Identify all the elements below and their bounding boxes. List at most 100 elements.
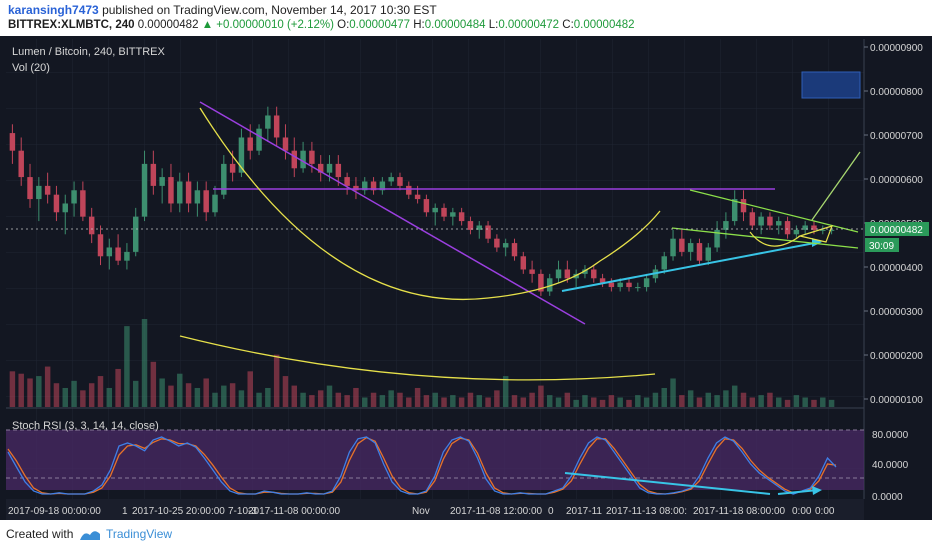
volume-bar: [353, 387, 359, 407]
candle-body: [212, 194, 218, 213]
volume-bar: [265, 387, 271, 407]
volume-bar: [714, 395, 720, 407]
candle-body: [9, 133, 16, 151]
volume-bar: [467, 392, 474, 407]
candle-body: [423, 199, 430, 213]
volume-bar: [203, 378, 209, 407]
volume-bar: [740, 392, 747, 407]
candle-body: [229, 163, 236, 173]
candle-body: [362, 181, 368, 191]
stoch-axis[interactable]: 80.0000 40.0000 0.0000: [872, 430, 909, 503]
volume-bar: [221, 385, 227, 407]
time-axis[interactable]: [6, 499, 864, 520]
volume-bar: [282, 376, 289, 407]
candle-body: [273, 115, 280, 138]
candle-body: [388, 177, 394, 182]
high-label: H:: [413, 19, 425, 31]
candle-body: [679, 238, 685, 252]
time-tick-label: 2017-11-08 12:00:00: [450, 506, 543, 517]
volume-bar: [687, 390, 694, 407]
candle-body: [591, 269, 597, 279]
candle-body: [141, 163, 148, 217]
candle-body: [441, 207, 447, 217]
symbol-label: BITTREX:XLMBTC, 240: [8, 19, 135, 31]
volume-bar: [177, 373, 183, 407]
stoch-rsi-lines: [7, 436, 837, 495]
volume-bar: [441, 397, 447, 407]
countdown-badge-text: 30:09: [869, 241, 894, 252]
candle-body: [132, 216, 139, 252]
candle-body: [335, 163, 342, 178]
price-badge-text: 0.00000482: [870, 225, 923, 236]
downtrend-line: [199, 101, 586, 325]
volume-bar: [811, 399, 817, 407]
volume-bar: [150, 361, 157, 407]
candle-body: [485, 225, 491, 239]
candle-body: [740, 199, 747, 213]
candle-body: [221, 163, 227, 195]
volume-bar: [608, 395, 615, 407]
price-tick-label: 0.00000200: [870, 351, 923, 362]
price-tick-label: 0.00000400: [870, 263, 923, 274]
candle-body: [106, 247, 113, 257]
volume-bar: [388, 390, 394, 407]
candle-body: [661, 256, 667, 270]
candle-body: [758, 216, 764, 226]
time-tick-label: Nov: [412, 506, 430, 517]
volume-bar: [88, 383, 95, 407]
candle-body: [767, 216, 773, 226]
volume-bar: [749, 397, 756, 407]
time-tick-label: 2017-11-08 00:00:00: [248, 506, 341, 517]
high-value: 0.00000484: [424, 19, 486, 31]
chart-header: karansingh7473 published on TradingView.…: [0, 0, 932, 36]
volume-bar: [168, 385, 174, 407]
candle-body: [62, 203, 68, 213]
volume-bar: [194, 387, 201, 407]
time-tick-label: 0: [548, 506, 554, 517]
time-tick-label: 0:00: [792, 506, 812, 517]
tradingview-brand[interactable]: TradingView: [106, 527, 173, 541]
candle-body: [828, 229, 835, 231]
candle-body: [344, 177, 350, 186]
candle-body: [414, 194, 421, 200]
volume-bar: [599, 399, 606, 407]
author-link[interactable]: karansingh7473: [8, 3, 99, 17]
small-cup-curve: [749, 231, 801, 247]
volume-bar: [256, 392, 262, 407]
chart-area[interactable]: 0.00000900 0.00000800 0.00000700 0.00000600…: [0, 36, 932, 520]
last-price: 0.00000482: [137, 19, 199, 31]
volume-legend: Vol (20): [12, 62, 50, 74]
volume-bar: [71, 380, 77, 407]
candle-body: [80, 190, 86, 217]
breakout-marker: [797, 225, 833, 243]
chart-title: Lumen / Bitcoin, 240, BITTREX: [12, 46, 166, 58]
candle-body: [546, 278, 553, 292]
volume-bar: [776, 397, 782, 407]
candle-body: [44, 185, 51, 195]
stoch-rsi-k-line: [7, 436, 837, 495]
volume-bar: [635, 395, 641, 407]
stoch-legend: Stoch RSI (3, 3, 14, 14, close): [12, 420, 159, 432]
volume-bar: [793, 395, 800, 407]
volume-bar: [520, 397, 527, 407]
triangle-lower-line: [671, 227, 859, 249]
candle-body: [820, 229, 826, 231]
volume-bar: [538, 385, 544, 407]
candle-body: [538, 273, 544, 292]
volume-bar: [767, 392, 773, 407]
price-tick-label: 0.00000300: [870, 307, 923, 318]
volume-bar: [723, 390, 729, 407]
volume-bar: [661, 387, 667, 407]
volume-curve: [179, 335, 656, 381]
volume-bar: [626, 399, 632, 407]
candle-body: [309, 150, 315, 164]
close-label: C:: [562, 19, 574, 31]
candle-body: [802, 225, 808, 230]
close-value: 0.00000482: [573, 19, 635, 31]
volume-bar: [617, 397, 623, 407]
chart-svg[interactable]: 0.00000900 0.00000800 0.00000700 0.00000600…: [0, 36, 932, 520]
volume-bar: [458, 397, 465, 407]
footer: Created with TradingView: [0, 520, 932, 550]
tradingview-logo-icon[interactable]: [78, 526, 102, 544]
